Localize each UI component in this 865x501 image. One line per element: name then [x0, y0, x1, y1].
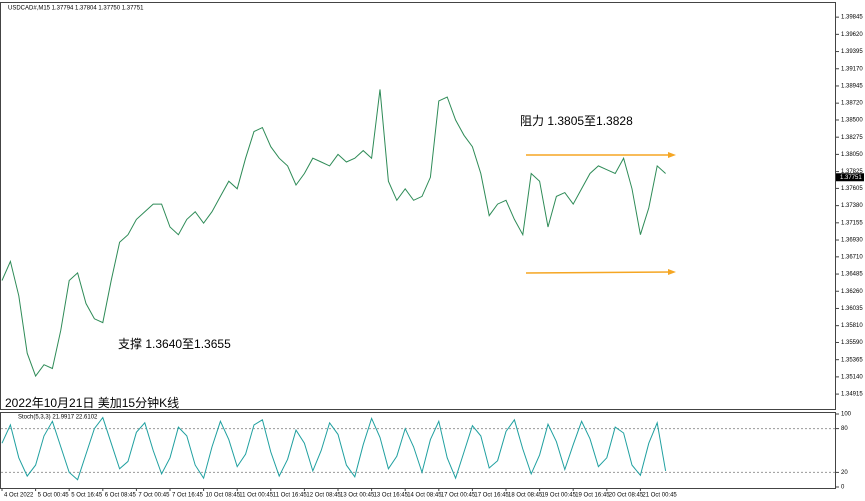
x-tick-label: 5 Oct 00:45 [38, 493, 70, 499]
x-tick-label: 11 Oct 00:45 [239, 493, 274, 499]
arrow-head [668, 152, 676, 158]
stoch-title: Stoch(5,3,3) 21.9917 22.6102 [18, 415, 98, 421]
annotation: 2022年10月21日 美加15分钟K线 [5, 395, 179, 410]
x-tick-label: 7 Oct 16:45 [172, 493, 204, 499]
x-tick-label: 7 Oct 00:45 [138, 493, 170, 499]
x-tick-label: 21 Oct 00:45 [642, 493, 677, 499]
x-tick-label: 4 Oct 2022 [4, 493, 34, 499]
y-tick-label: 1.39170 [841, 66, 863, 72]
x-tick-label: 10 Oct 08:45 [206, 493, 241, 499]
y-tick-label: 1.35810 [841, 323, 863, 329]
x-tick-label: 19 Oct 16:45 [575, 493, 610, 499]
x-tick-label: 13 Oct 16:45 [374, 493, 409, 499]
y-tick-label: 1.39395 [841, 49, 863, 55]
y-tick-label: 1.36485 [841, 272, 863, 278]
y-tick-label: 100 [841, 412, 852, 418]
y-tick-label: 1.36035 [841, 306, 863, 312]
annotation: 阻力 1.3805至1.3828 [520, 114, 633, 128]
x-tick-label: 13 Oct 00:45 [340, 493, 375, 499]
y-tick-label: 1.34915 [841, 392, 863, 398]
y-tick-label: 1.35140 [841, 374, 863, 380]
x-tick-label: 11 Oct 16:45 [273, 493, 308, 499]
x-tick-label: 20 Oct 08:45 [609, 493, 644, 499]
y-tick-label: 1.37605 [841, 186, 863, 192]
y-tick-label: 20 [841, 470, 848, 476]
annotation: 支撑 1.3640至1.3655 [118, 336, 231, 351]
x-tick-label: 12 Oct 08:45 [306, 493, 341, 499]
y-tick-label: 1.39845 [841, 15, 863, 21]
y-tick-label: 1.37155 [841, 220, 863, 226]
y-tick-label: 0 [841, 485, 845, 491]
y-tick-label: 1.37380 [841, 203, 863, 209]
y-tick-label: 1.38720 [841, 101, 863, 107]
x-tick-label: 5 Oct 16:45 [71, 493, 103, 499]
y-tick-label: 1.35590 [841, 340, 863, 346]
x-tick-label: 17 Oct 16:45 [474, 493, 509, 499]
last-price-box [836, 173, 864, 182]
y-tick-label: 1.37825 [841, 169, 863, 175]
y-tick-label: 1.38500 [841, 118, 863, 124]
y-tick-label: 1.38050 [841, 152, 863, 158]
y-tick-label: 1.36930 [841, 238, 863, 244]
price-line [1, 89, 666, 378]
price-line [1, 416, 667, 481]
last-price-label: 1.37751 [840, 175, 862, 181]
support-line [525, 271, 673, 274]
y-tick-label: 1.35365 [841, 357, 863, 363]
y-tick-label: 1.39620 [841, 32, 863, 38]
x-tick-label: 18 Oct 08:45 [508, 493, 543, 499]
x-tick-label: 17 Oct 00:45 [441, 493, 476, 499]
y-tick-label: 1.36710 [841, 254, 863, 260]
x-tick-label: 19 Oct 00:45 [542, 493, 577, 499]
x-tick-label: 6 Oct 08:45 [105, 493, 137, 499]
y-tick-label: 80 [841, 426, 848, 432]
y-tick-label: 1.36260 [841, 289, 863, 295]
y-tick-label: 1.38945 [841, 84, 863, 90]
chart-title: USDCAD#,M15 1.37794 1.37804 1.37750 1.37… [8, 6, 144, 12]
stoch-panel [0, 412, 836, 489]
arrow-head [668, 269, 676, 275]
y-tick-label: 1.38275 [841, 135, 863, 141]
main-panel [0, 2, 836, 410]
x-tick-label: 14 Oct 08:45 [407, 493, 442, 499]
